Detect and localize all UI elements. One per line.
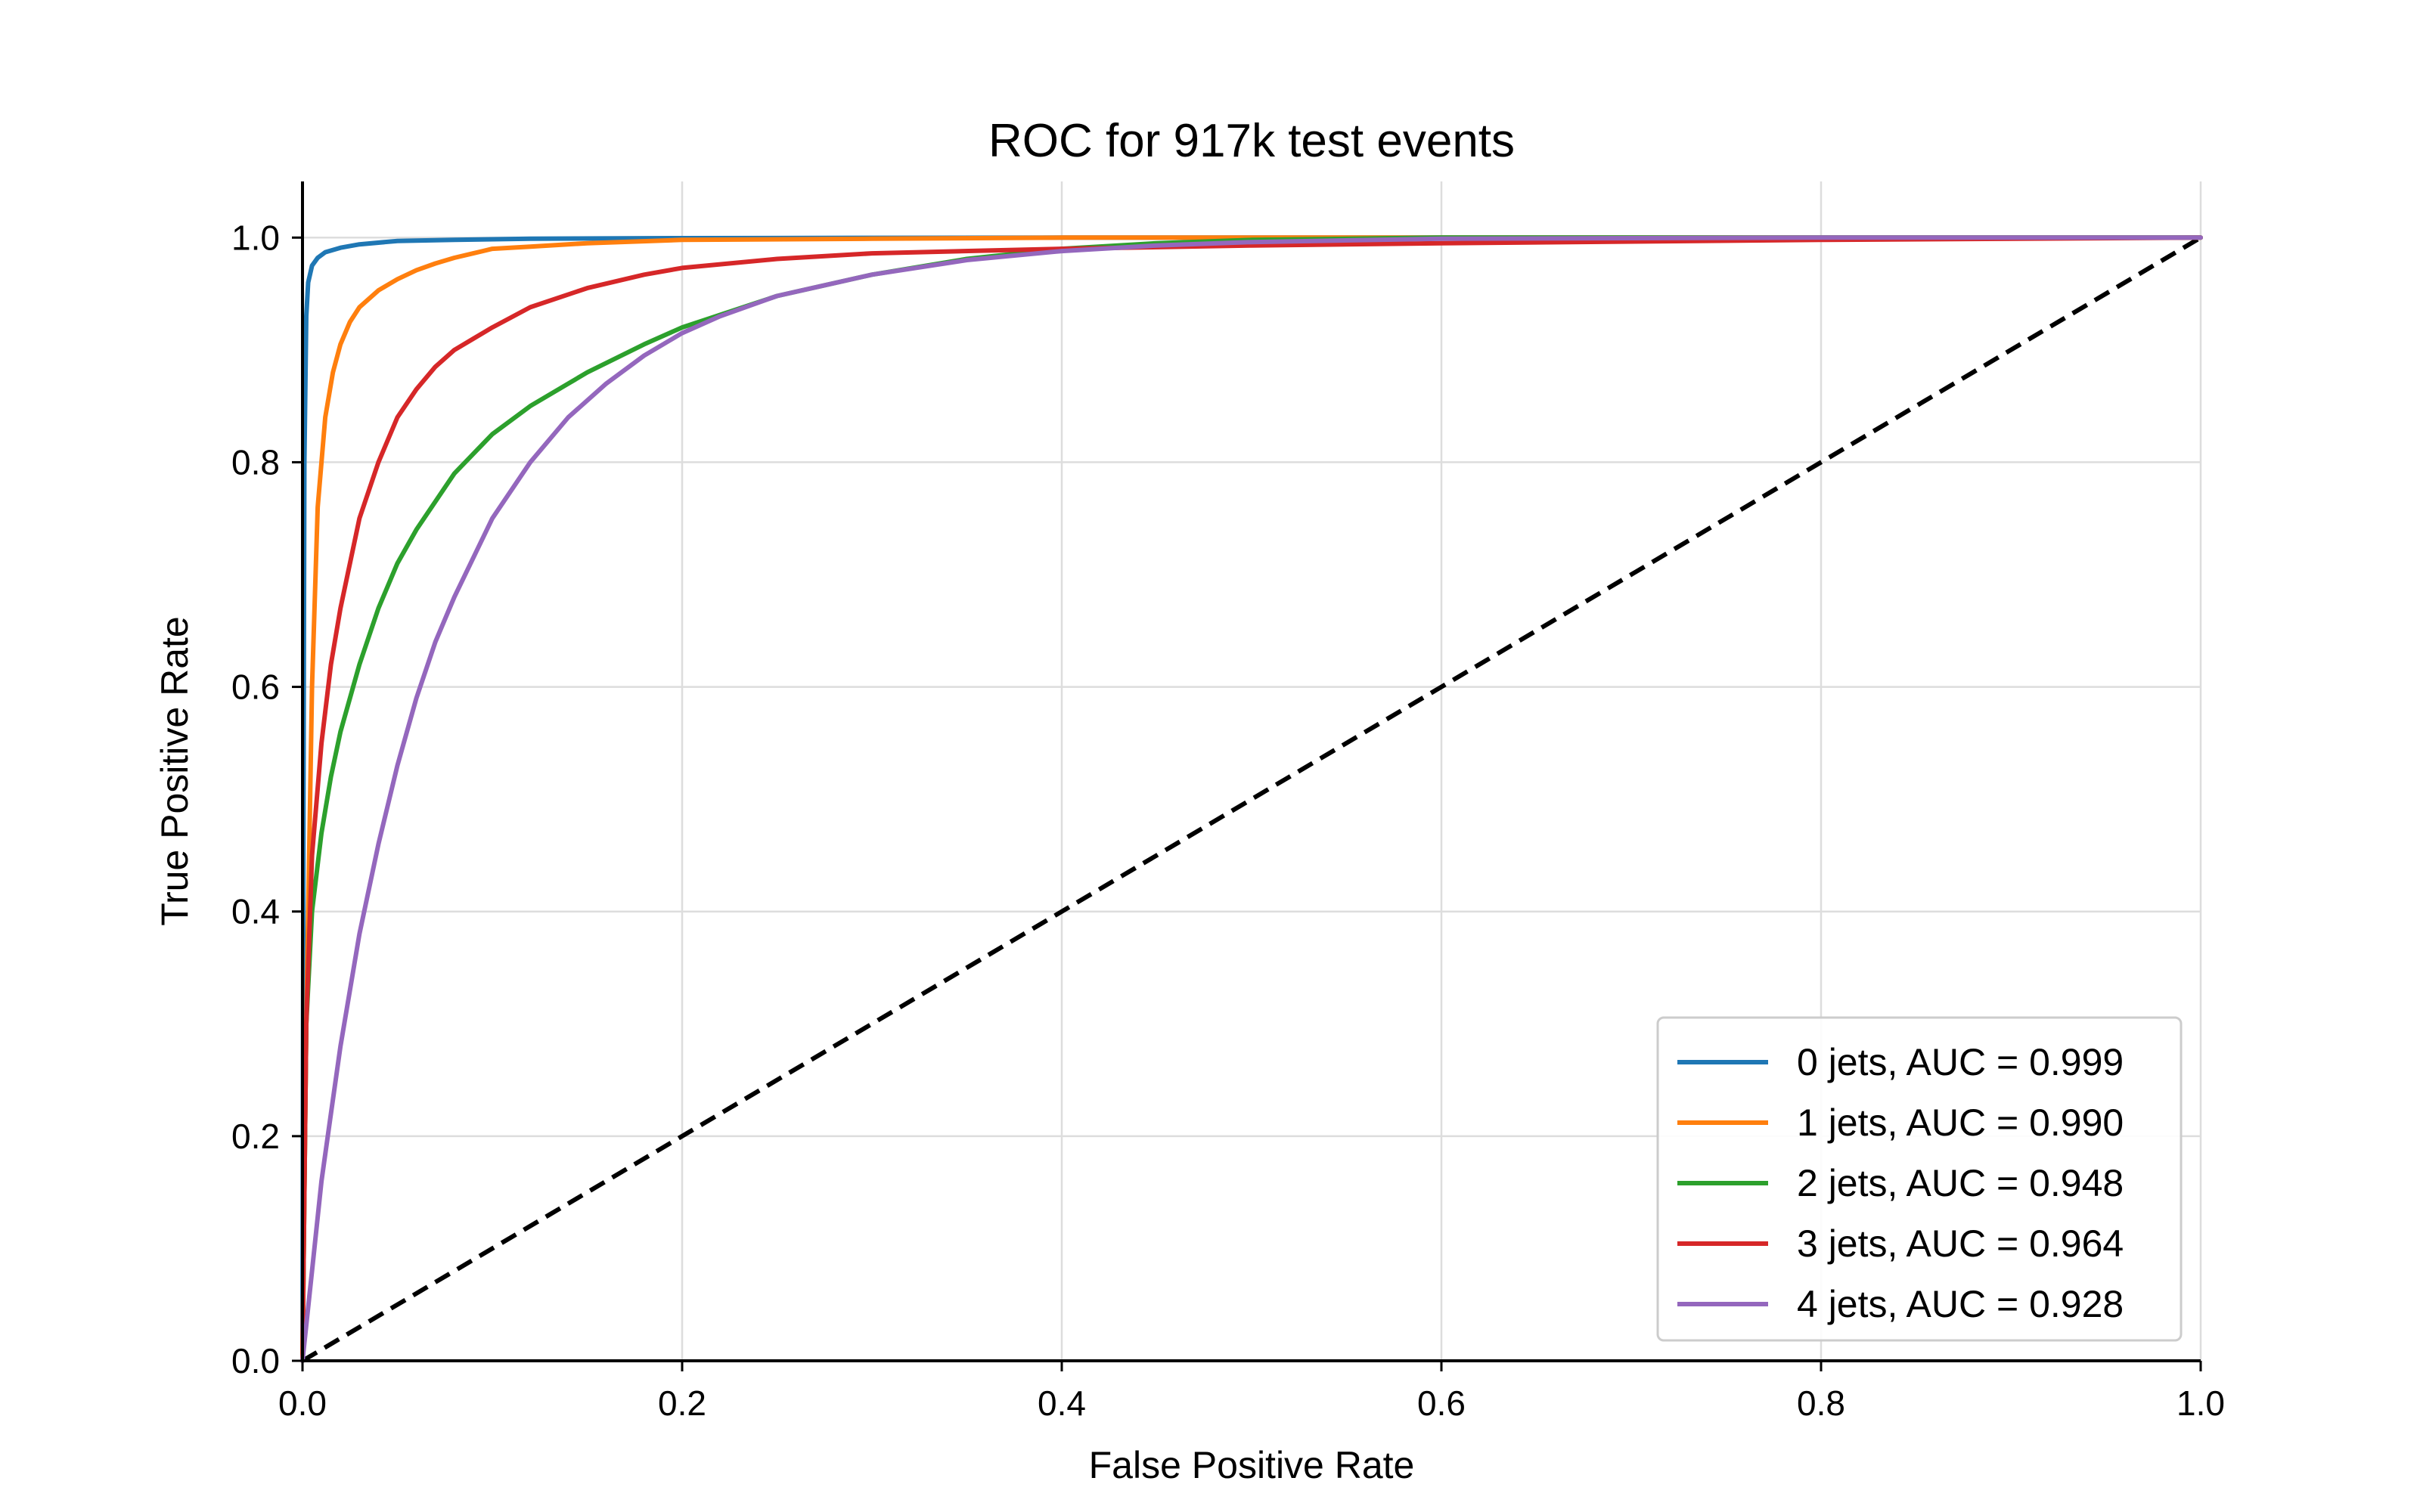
series-line-1 <box>300 235 2203 1363</box>
y-tick-label: 0.0 <box>231 1341 280 1380</box>
y-axis-title: True Positive Rate <box>154 616 196 925</box>
chance-diagonal-line <box>301 235 2202 1363</box>
chart-title: ROC for 917k test events <box>988 115 1515 167</box>
x-tick-label: 1.0 <box>2176 1383 2225 1423</box>
x-tick-label: 0.6 <box>1417 1383 1466 1423</box>
y-tick-label: 0.8 <box>231 442 280 482</box>
series-line-4 <box>300 235 2203 1363</box>
y-tick-label: 1.0 <box>231 218 280 257</box>
y-tick-label: 0.4 <box>231 892 280 931</box>
legend-label: 1 jets, AUC = 0.990 <box>1797 1101 2124 1144</box>
legend-label: 3 jets, AUC = 0.964 <box>1797 1222 2124 1265</box>
y-tick-label: 0.6 <box>231 668 280 707</box>
x-tick-label: 0.2 <box>658 1383 706 1423</box>
y-tick-label: 0.2 <box>231 1117 280 1156</box>
legend: 0 jets, AUC = 0.999 1 jets, AUC = 0.990 2 … <box>1656 1016 2183 1342</box>
legend-label: 4 jets, AUC = 0.928 <box>1797 1283 2124 1325</box>
legend-box <box>1656 1016 2183 1342</box>
reference-diagonal <box>301 235 2202 1363</box>
x-tick-label: 0.8 <box>1797 1383 1845 1423</box>
x-axis-title: False Positive Rate <box>1089 1444 1415 1486</box>
legend-label: 0 jets, AUC = 0.999 <box>1797 1041 2124 1083</box>
axes <box>301 181 2201 1362</box>
series-lines <box>300 235 2203 1363</box>
y-ticks: 0.0 0.2 0.4 0.6 0.8 1.0 <box>231 218 302 1380</box>
legend-label: 2 jets, AUC = 0.948 <box>1797 1162 2124 1204</box>
x-tick-label: 0.4 <box>1038 1383 1086 1423</box>
x-tick-label: 0.0 <box>278 1383 327 1423</box>
x-ticks: 0.0 0.2 0.4 0.6 0.8 1.0 <box>278 1361 2225 1423</box>
legend-entries: 0 jets, AUC = 0.999 1 jets, AUC = 0.990 2 … <box>1677 1041 2124 1325</box>
